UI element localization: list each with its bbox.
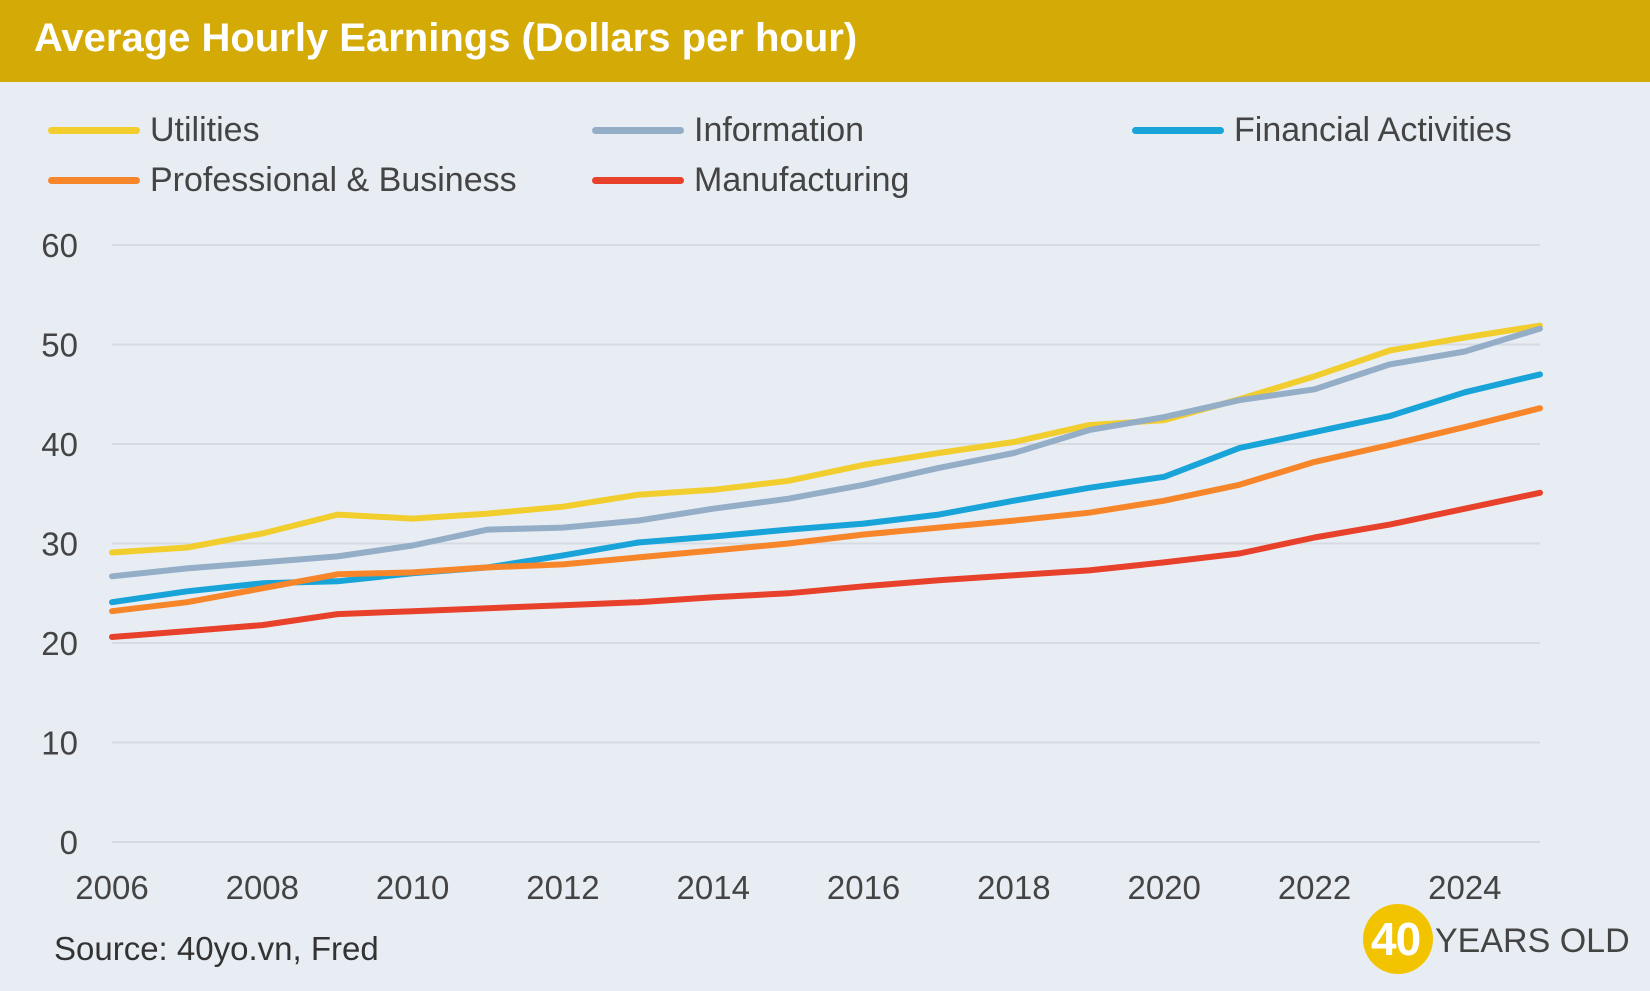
x-tick-label: 2006 xyxy=(75,869,148,906)
series-line-utilities xyxy=(109,322,1543,556)
x-tick-label: 2022 xyxy=(1278,869,1351,906)
series-lines xyxy=(109,322,1543,640)
y-tick-label: 10 xyxy=(41,725,78,762)
legend-label-utilities: Utilities xyxy=(150,110,260,149)
series-line-information xyxy=(109,325,1543,580)
x-tick-label: 2016 xyxy=(827,869,900,906)
y-tick-label: 30 xyxy=(41,526,78,563)
series-line-financial-activities xyxy=(109,371,1543,606)
logo: 40 YEARS OLD xyxy=(1363,904,1630,976)
legend-swatch-utilities xyxy=(48,126,140,134)
legend-item-information: Information xyxy=(592,110,864,150)
legend-label-financial: Financial Activities xyxy=(1234,110,1512,149)
y-tick-label: 50 xyxy=(41,327,78,364)
logo-number: 40 xyxy=(1371,913,1421,965)
title-bar: Average Hourly Earnings (Dollars per hou… xyxy=(0,0,1650,82)
logo-text: YEARS OLD xyxy=(1435,922,1630,960)
gridlines xyxy=(112,244,1540,843)
legend-swatch-manufacturing xyxy=(592,176,684,184)
legend-item-financial: Financial Activities xyxy=(1132,110,1512,150)
x-tick-label: 2024 xyxy=(1428,869,1501,906)
legend-swatch-professional xyxy=(48,176,140,184)
y-tick-label: 60 xyxy=(41,227,78,264)
x-tick-label: 2014 xyxy=(677,869,750,906)
chart-title: Average Hourly Earnings (Dollars per hou… xyxy=(34,16,858,60)
legend-label-manufacturing: Manufacturing xyxy=(694,160,910,199)
x-tick-label: 2020 xyxy=(1127,869,1200,906)
x-tick-label: 2010 xyxy=(376,869,449,906)
x-axis-ticks: 2006 2008 2010 2012 2014 2016 2018 2020 2022 2024 xyxy=(75,869,1501,906)
y-tick-label: 40 xyxy=(41,426,78,463)
y-tick-label: 20 xyxy=(41,625,78,662)
x-tick-label: 2018 xyxy=(977,869,1050,906)
legend-swatch-information xyxy=(592,126,684,134)
series-line-manufacturing xyxy=(109,489,1543,640)
y-axis-ticks: 0 10 20 30 40 50 60 xyxy=(41,227,78,861)
legend-item-utilities: Utilities xyxy=(48,110,260,150)
legend-label-information: Information xyxy=(694,110,865,149)
x-tick-label: 2008 xyxy=(226,869,299,906)
source-note: Source: 40yo.vn, Fred xyxy=(54,930,379,967)
legend-item-manufacturing: Manufacturing xyxy=(592,160,909,200)
logo-circle xyxy=(1363,904,1433,974)
legend-swatch-financial xyxy=(1132,126,1224,134)
legend-label-professional: Professional & Business xyxy=(150,160,517,199)
x-tick-label: 2012 xyxy=(526,869,599,906)
y-tick-label: 0 xyxy=(60,824,78,861)
series-line-professional-business xyxy=(109,405,1543,615)
legend-item-professional: Professional & Business xyxy=(48,160,517,200)
